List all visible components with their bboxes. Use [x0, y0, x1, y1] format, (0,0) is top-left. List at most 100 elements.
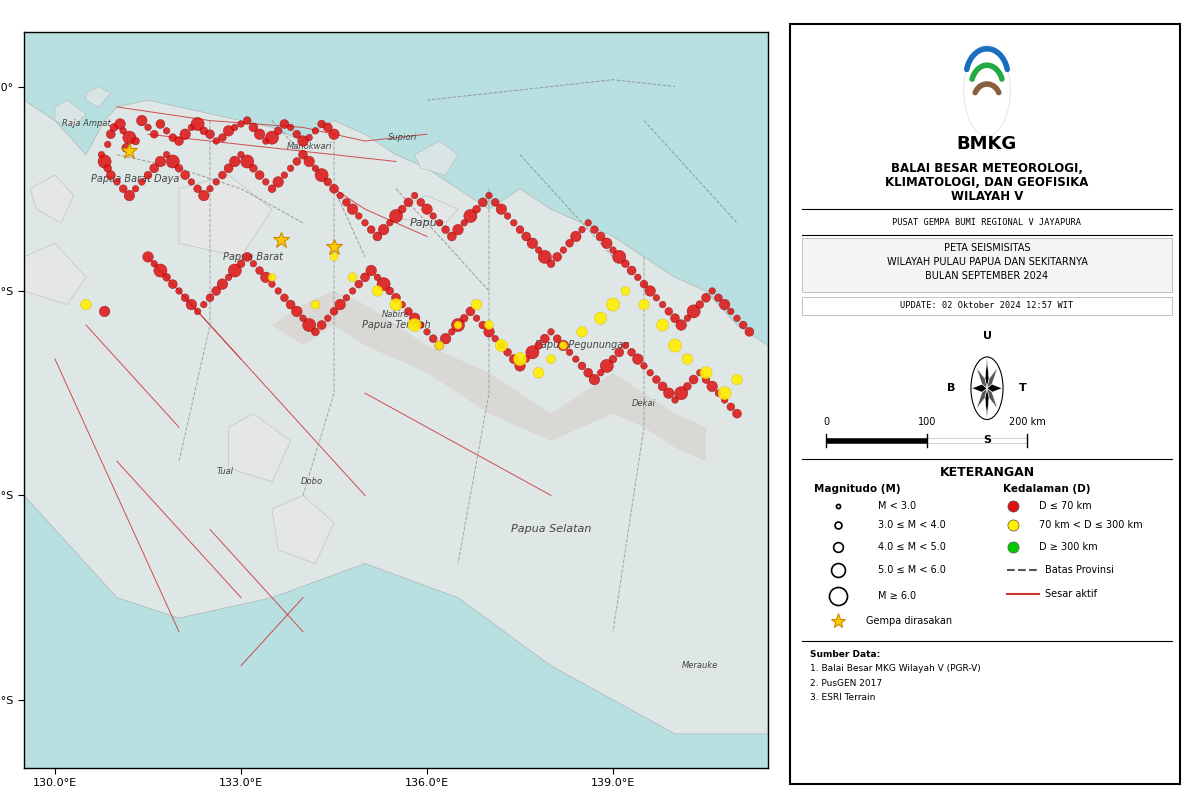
Point	[392, 298, 412, 311]
Point	[318, 175, 337, 188]
Text: Batas Provinsi: Batas Provinsi	[1045, 565, 1115, 575]
Text: WILAYAH V: WILAYAH V	[950, 190, 1024, 203]
Text: BALAI BESAR METEOROLOGI,: BALAI BESAR METEOROLOGI,	[890, 162, 1084, 175]
Point	[572, 359, 592, 372]
Point	[318, 121, 337, 134]
Point	[715, 298, 734, 311]
Point	[566, 353, 586, 366]
Point	[430, 339, 449, 352]
Point	[232, 258, 251, 270]
Point	[232, 118, 251, 130]
Point	[622, 346, 641, 358]
Point	[690, 298, 709, 311]
Point	[337, 196, 356, 209]
Point	[598, 359, 617, 372]
Point	[672, 318, 691, 331]
Point	[529, 244, 548, 257]
Polygon shape	[55, 100, 86, 127]
Point	[126, 182, 145, 195]
Point	[659, 305, 678, 318]
Point	[120, 189, 139, 202]
Point	[449, 318, 468, 331]
Point	[244, 162, 263, 174]
Point	[95, 305, 114, 318]
Point	[144, 258, 163, 270]
Point	[281, 121, 300, 134]
Polygon shape	[985, 388, 989, 418]
Point	[220, 125, 239, 138]
Point	[188, 118, 208, 130]
Point	[665, 339, 684, 352]
Point	[312, 318, 331, 331]
Text: M < 3.0: M < 3.0	[878, 501, 917, 511]
Text: M ≥ 6.0: M ≥ 6.0	[878, 591, 917, 601]
Text: PETA SEISMISITAS: PETA SEISMISITAS	[943, 243, 1031, 253]
Polygon shape	[972, 384, 986, 392]
Point	[269, 125, 288, 138]
Point	[138, 121, 157, 134]
Point	[367, 230, 386, 243]
Point	[101, 169, 120, 182]
Point	[696, 373, 715, 386]
Polygon shape	[986, 367, 998, 388]
Point	[678, 380, 697, 393]
Text: PUSAT GEMPA BUMI REGIONAL V JAYAPURA: PUSAT GEMPA BUMI REGIONAL V JAYAPURA	[893, 218, 1081, 226]
Point	[659, 386, 678, 399]
Point	[696, 366, 715, 379]
Point	[293, 134, 312, 147]
Point	[733, 318, 752, 331]
Point	[114, 182, 133, 195]
Point	[578, 217, 598, 230]
Point	[92, 148, 112, 161]
Point	[616, 285, 635, 298]
Text: T: T	[1019, 383, 1026, 394]
Text: Gempa dirasakan: Gempa dirasakan	[866, 616, 953, 626]
Point	[157, 125, 176, 138]
Point	[318, 312, 337, 325]
Point	[306, 125, 325, 138]
Point	[287, 155, 306, 168]
Point	[473, 196, 492, 209]
Point	[516, 230, 535, 243]
Point	[584, 223, 604, 236]
Text: S: S	[983, 435, 991, 445]
Point	[635, 278, 654, 290]
Point	[200, 182, 220, 195]
Text: Nabire: Nabire	[382, 310, 410, 319]
Point	[293, 312, 312, 325]
Point	[547, 332, 566, 345]
Point	[300, 318, 319, 331]
Point	[572, 326, 592, 338]
Point	[206, 134, 226, 147]
Point	[449, 318, 468, 331]
Polygon shape	[24, 100, 768, 734]
Point	[374, 223, 394, 236]
Polygon shape	[24, 243, 86, 305]
Point	[455, 312, 474, 325]
Point	[281, 162, 300, 174]
Point	[492, 339, 511, 352]
Point	[95, 155, 114, 168]
Point	[584, 373, 604, 386]
Point	[138, 250, 157, 263]
Point	[380, 285, 400, 298]
Point	[250, 169, 269, 182]
Point	[386, 210, 406, 222]
Point	[144, 162, 163, 174]
Point	[480, 318, 499, 331]
Point	[430, 217, 449, 230]
Point	[443, 326, 462, 338]
Point	[343, 202, 362, 215]
Text: WILAYAH PULAU PAPUA DAN SEKITARNYA: WILAYAH PULAU PAPUA DAN SEKITARNYA	[887, 257, 1087, 267]
Text: Papua Tengah: Papua Tengah	[361, 320, 431, 330]
Point	[516, 353, 535, 366]
Point	[727, 407, 746, 420]
Point	[696, 291, 715, 304]
Polygon shape	[986, 384, 1002, 392]
Point	[702, 380, 721, 393]
Text: Papua Barat: Papua Barat	[223, 252, 283, 262]
Point	[374, 278, 394, 290]
Point	[647, 291, 666, 304]
Point	[77, 298, 96, 311]
Point	[206, 285, 226, 298]
